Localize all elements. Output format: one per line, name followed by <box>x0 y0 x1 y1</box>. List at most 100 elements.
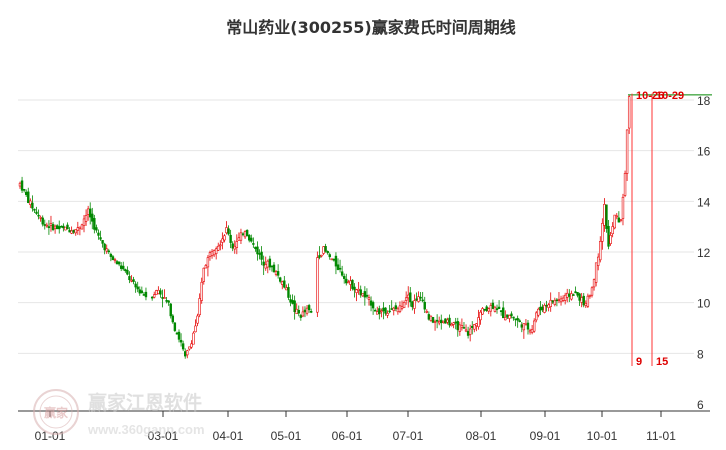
candle <box>256 241 259 261</box>
candle <box>20 176 24 194</box>
x-tick-label: 09-01 <box>530 429 561 443</box>
candle <box>210 249 214 259</box>
candle <box>97 229 100 240</box>
candle <box>518 318 521 323</box>
candle <box>212 249 216 258</box>
candle <box>528 328 532 335</box>
candle <box>615 213 618 220</box>
candle <box>394 302 398 312</box>
candle <box>535 310 538 323</box>
candle <box>427 311 431 321</box>
candle <box>592 278 596 291</box>
candle <box>357 281 360 295</box>
candle <box>101 240 104 248</box>
candle <box>153 291 156 299</box>
candle <box>429 315 433 322</box>
candle <box>510 311 513 319</box>
candle <box>64 226 67 231</box>
candle <box>35 206 38 215</box>
candle <box>561 295 565 302</box>
candle <box>530 325 534 335</box>
candle <box>301 306 305 318</box>
candle <box>122 261 125 271</box>
candle <box>55 224 59 230</box>
candle <box>84 209 88 226</box>
candle <box>295 303 298 314</box>
candle <box>625 129 629 181</box>
candle <box>155 289 158 296</box>
candle <box>239 228 243 245</box>
candle <box>392 306 395 316</box>
candle <box>543 303 546 314</box>
candle <box>596 253 600 271</box>
candle <box>47 220 51 235</box>
candle <box>506 314 509 319</box>
candle <box>512 316 515 321</box>
candle <box>316 251 319 317</box>
candle <box>291 294 294 305</box>
x-axis: 01-01 03-01 04-01 05-01 06-01 07-01 08-01 09-01… <box>18 410 710 443</box>
candle <box>22 188 26 193</box>
cycle-top-label: 10-26 <box>636 90 664 102</box>
candle <box>409 287 412 307</box>
candle <box>537 307 540 318</box>
candle <box>322 246 325 256</box>
candle <box>254 246 257 252</box>
candle <box>74 229 77 236</box>
candle <box>553 297 557 307</box>
candle <box>437 316 441 326</box>
candle <box>586 293 590 308</box>
candle <box>163 289 166 299</box>
candle <box>235 234 239 255</box>
candle <box>444 318 447 324</box>
x-tick-label: 07-01 <box>393 429 424 443</box>
candle <box>623 170 627 198</box>
candle <box>167 300 170 306</box>
x-tick-label: 06-01 <box>332 429 363 443</box>
candle <box>281 280 284 290</box>
candle <box>179 333 183 347</box>
candle <box>603 198 606 232</box>
candle <box>504 310 507 321</box>
candle <box>49 215 53 232</box>
candle <box>421 291 424 303</box>
x-tick-label: 01-01 <box>35 429 66 443</box>
candle <box>380 308 383 318</box>
candle <box>627 95 631 134</box>
x-tick-label: 11-01 <box>646 429 676 443</box>
candle <box>619 219 623 223</box>
candle <box>390 300 393 310</box>
candle <box>607 220 610 250</box>
candle <box>82 215 86 233</box>
candle <box>283 275 286 289</box>
candle <box>225 221 228 235</box>
candle <box>248 233 251 243</box>
candle <box>150 296 154 301</box>
candle <box>305 305 309 316</box>
candle <box>266 259 269 274</box>
candle <box>419 291 422 302</box>
candle <box>588 294 592 299</box>
candle <box>202 267 205 285</box>
candle <box>117 261 121 267</box>
candle <box>107 248 110 255</box>
candle <box>221 232 224 250</box>
candle <box>124 268 127 273</box>
candle <box>475 323 478 332</box>
candle <box>53 224 57 234</box>
candle <box>70 226 73 235</box>
watermark-logo-icon <box>33 389 79 435</box>
candle <box>330 258 334 261</box>
candle <box>353 283 356 298</box>
candle <box>177 329 181 343</box>
candle <box>245 229 249 237</box>
candle <box>477 309 480 330</box>
candle <box>285 284 288 291</box>
candle <box>402 300 406 309</box>
candle <box>332 258 336 262</box>
candle <box>223 234 226 243</box>
candle <box>307 303 311 313</box>
candle <box>328 252 331 260</box>
candle <box>601 218 604 250</box>
